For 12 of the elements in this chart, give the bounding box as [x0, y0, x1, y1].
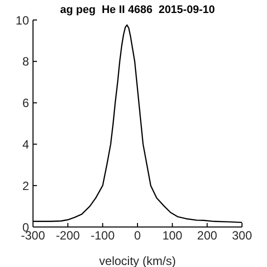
chart-title: ag peg He II 4686 2015-09-10: [59, 4, 216, 16]
y-tick-label: 4: [22, 137, 30, 152]
y-tick-label: 10: [16, 13, 30, 28]
y-tick-label: 2: [22, 178, 30, 193]
x-tick-label: 0: [134, 228, 142, 243]
x-tick-label: 200: [197, 228, 218, 243]
x-tick-label: -200: [56, 228, 80, 243]
x-tick-label: 300: [232, 228, 252, 243]
x-tick-label: -100: [90, 228, 115, 243]
y-tick-label: 8: [22, 54, 30, 69]
x-tick-label: 100: [162, 228, 183, 243]
y-tick-label: 6: [22, 96, 30, 110]
